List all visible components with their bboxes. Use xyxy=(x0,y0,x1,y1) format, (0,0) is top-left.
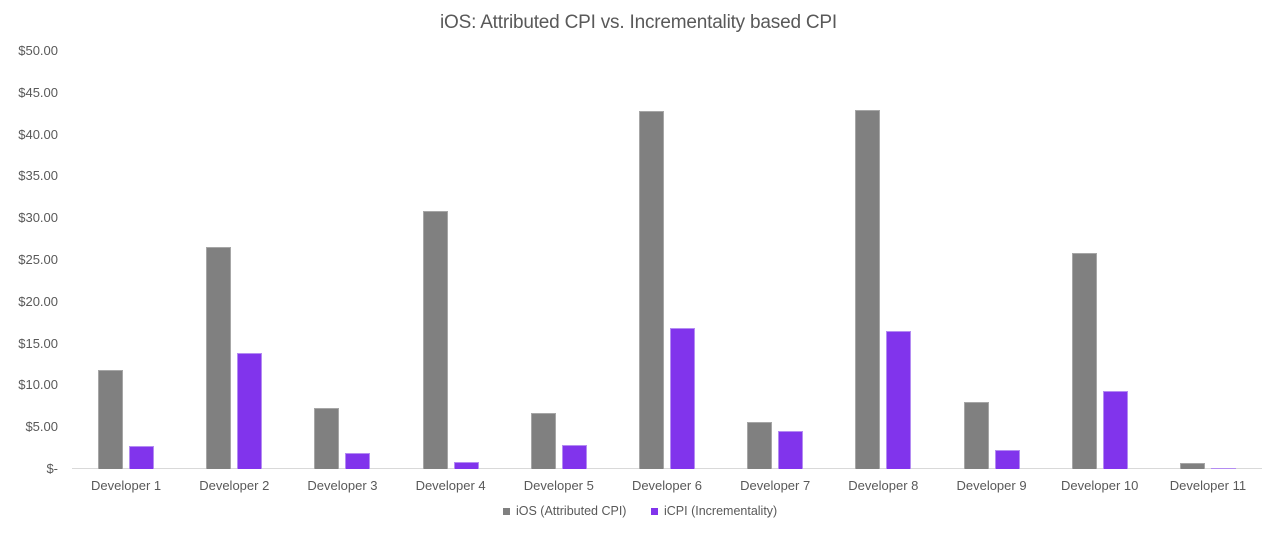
bar-attributed-cpi xyxy=(530,413,556,469)
y-tick-label: $20.00 xyxy=(18,293,58,309)
legend-label: iCPI (Incrementality) xyxy=(664,504,778,518)
y-tick-label: $- xyxy=(46,461,58,476)
bar-attributed-cpi xyxy=(747,422,773,469)
bar-icpi xyxy=(561,445,587,469)
legend-item-icpi: iCPI (Incrementality) xyxy=(651,504,777,518)
x-tick-label: Developer 11 xyxy=(1169,478,1247,493)
x-tick-label: Developer 1 xyxy=(91,478,162,493)
y-tick-label: $15.00 xyxy=(18,335,58,351)
legend: iOS (Attributed CPI) iCPI (Incrementalit… xyxy=(0,504,1277,522)
plot-area xyxy=(72,51,1262,469)
legend-item-attributed-cpi: iOS (Attributed CPI) xyxy=(503,504,626,518)
chart-title: iOS: Attributed CPI vs. Incrementality b… xyxy=(440,12,837,33)
bar-attributed-cpi xyxy=(206,246,232,469)
bar-icpi xyxy=(129,445,155,469)
bar-attributed-cpi xyxy=(639,111,664,469)
x-tick-label: Developer 9 xyxy=(956,478,1027,493)
y-tick-label: $45.00 xyxy=(18,84,58,100)
y-tick-label: $35.00 xyxy=(18,168,58,184)
bar-icpi xyxy=(453,461,479,469)
x-axis-line xyxy=(72,468,1262,469)
x-tick-label: Developer 2 xyxy=(199,478,270,493)
legend-swatch-purple xyxy=(651,507,658,515)
x-tick-label: Developer 10 xyxy=(1061,478,1139,493)
bar-icpi xyxy=(345,453,371,469)
bar-icpi xyxy=(670,328,695,469)
bar-icpi xyxy=(886,331,912,469)
x-tick-label: Developer 4 xyxy=(415,478,486,493)
y-tick-label: $25.00 xyxy=(18,252,58,267)
x-tick-label: Developer 8 xyxy=(848,478,919,493)
y-tick-label: $40.00 xyxy=(18,126,58,142)
x-tick-label: Developer 7 xyxy=(740,478,811,493)
bar-attributed-cpi xyxy=(314,408,340,469)
bar-attributed-cpi xyxy=(963,401,989,469)
legend-label: iOS (Attributed CPI) xyxy=(516,504,627,518)
bar-attributed-cpi xyxy=(98,370,124,469)
bar-icpi xyxy=(994,449,1020,469)
y-tick-label: $10.00 xyxy=(18,377,58,393)
bar-attributed-cpi xyxy=(1071,253,1097,469)
y-tick-label: $50.00 xyxy=(18,43,58,58)
bar-icpi xyxy=(1210,468,1236,469)
y-tick-label: $5.00 xyxy=(25,419,58,435)
bar-icpi xyxy=(237,352,263,469)
bar-attributed-cpi xyxy=(422,210,448,469)
x-tick-label: Developer 3 xyxy=(307,478,378,493)
bar-icpi xyxy=(778,430,804,469)
bar-attributed-cpi xyxy=(855,110,881,469)
y-tick-label: $30.00 xyxy=(18,210,58,226)
bar-attributed-cpi xyxy=(1179,463,1205,469)
bar-icpi xyxy=(1102,391,1128,469)
x-tick-label: Developer 5 xyxy=(523,478,594,493)
x-tick-label: Developer 6 xyxy=(631,478,703,493)
legend-swatch-gray xyxy=(503,507,510,515)
